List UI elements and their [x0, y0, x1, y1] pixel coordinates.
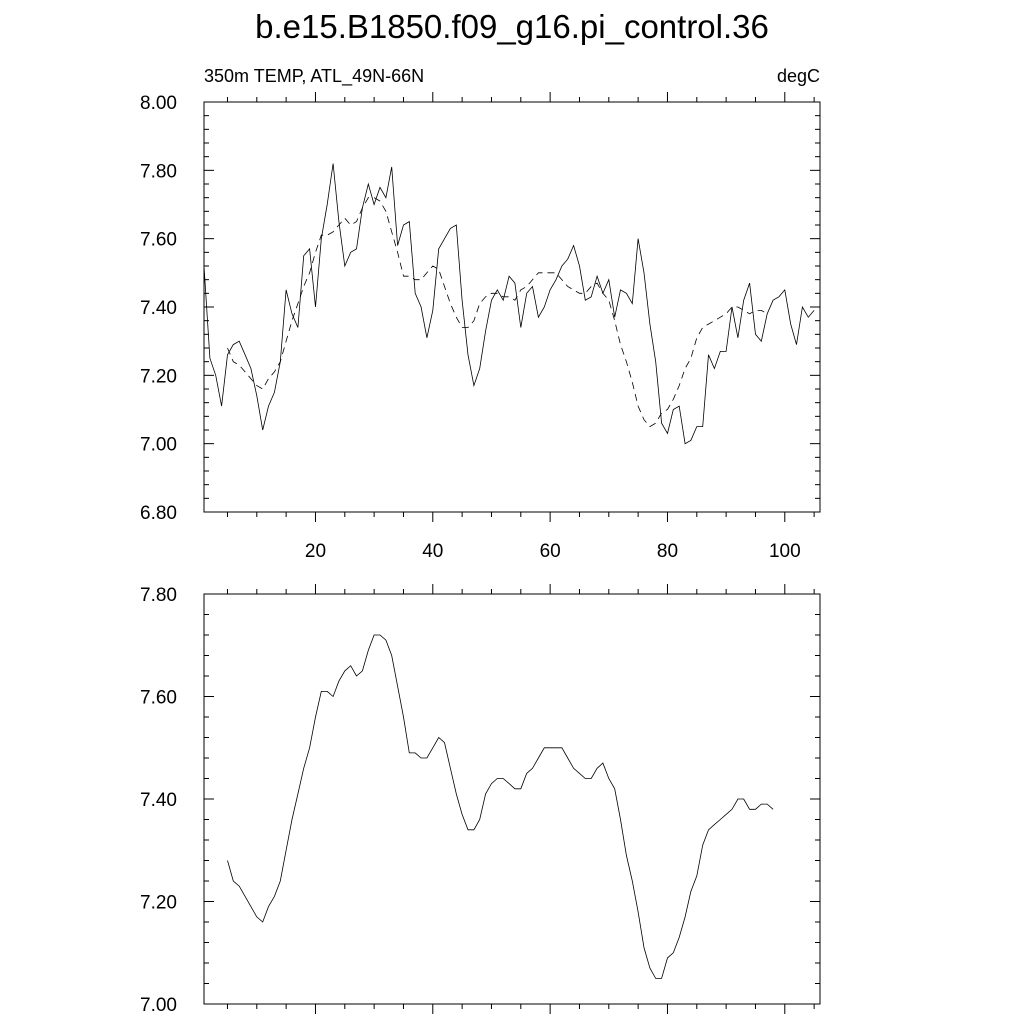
top-x-tick-label: 100 [769, 541, 801, 562]
top-x-tick-label: 20 [305, 541, 326, 562]
top-y-tick-label: 8.00 [140, 93, 177, 114]
top-y-tick-label: 7.00 [140, 435, 177, 456]
bottom-y-tick-label: 7.40 [140, 790, 177, 811]
top-panel-units-label: degC [777, 66, 820, 86]
top-series-solid-line [203, 163, 815, 445]
top-y-tick-label: 7.40 [140, 298, 177, 319]
top-y-tick-label: 6.80 [140, 503, 177, 524]
top-x-tick-label: 60 [540, 541, 561, 562]
bottom-panel: 7.00 7.20 7.40 7.60 7.80 [140, 584, 821, 1016]
bottom-y-tick-label: 7.00 [140, 995, 177, 1016]
bottom-y-tick-label: 7.20 [140, 893, 177, 914]
top-y-tick-label: 7.80 [140, 161, 177, 182]
top-series-dashed-line [227, 197, 768, 428]
top-panel: 6.80 7.00 7.20 7.40 7.60 7.80 8.00 20 40 60 80 100 [140, 92, 821, 562]
bottom-y-tick-label: 7.80 [140, 585, 177, 606]
bottom-series-solid-line [227, 634, 774, 979]
bottom-y-tick-label: 7.60 [140, 688, 177, 709]
top-x-tick-label: 80 [657, 541, 678, 562]
top-x-tick-label: 40 [422, 541, 443, 562]
top-y-tick-label: 7.60 [140, 230, 177, 251]
chart-title: b.e15.B1850.f09_g16.pi_control.36 [255, 8, 769, 45]
top-y-tick-label: 7.20 [140, 366, 177, 387]
top-panel-variable-label: 350m TEMP, ATL_49N-66N [204, 66, 424, 87]
